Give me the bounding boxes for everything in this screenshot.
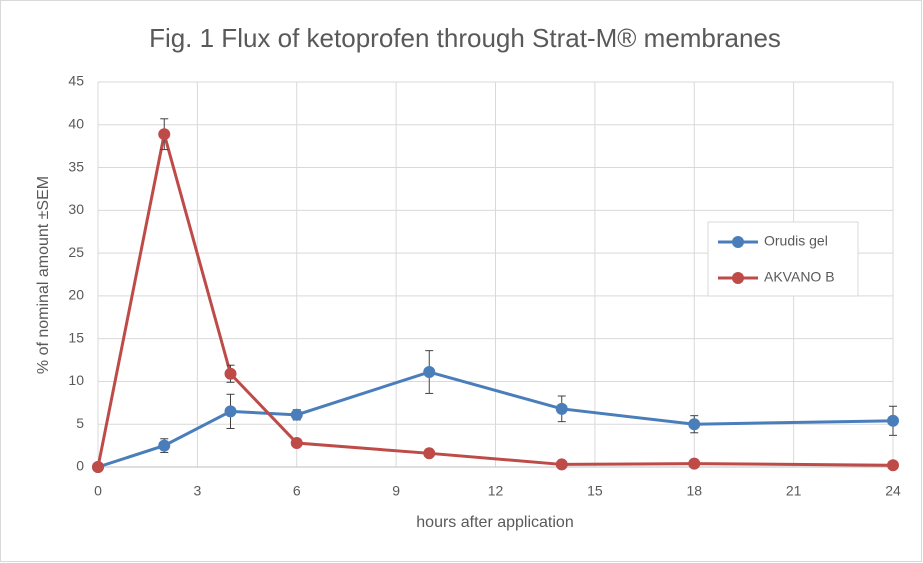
y-tick-label: 30 [68,201,84,217]
x-tick-label: 18 [686,483,702,499]
legend-marker [732,236,744,248]
y-tick-label: 35 [68,158,84,174]
y-tick-label: 45 [68,73,84,89]
x-tick-label: 6 [293,483,301,499]
data-point [290,437,303,450]
data-point [887,414,899,427]
data-point [887,459,899,472]
x-tick-label: 3 [193,483,201,499]
x-tick-label: 0 [94,483,102,499]
y-tick-label: 40 [68,115,84,131]
data-point [423,447,436,460]
series-line [97,370,894,469]
data-point [423,366,436,379]
data-point [555,458,568,471]
x-axis-label: hours after application [416,514,573,531]
legend-marker [732,272,744,284]
series-line [96,133,894,468]
data-point [224,405,237,418]
y-tick-label: 25 [68,244,84,260]
legend-label: AKVANO B [764,269,835,285]
legend-box [707,221,859,297]
y-axis-label: % of nominal amount ±SEM [35,176,52,374]
data-point [688,457,701,470]
y-tick-label: 0 [76,458,84,474]
x-tick-label: 24 [885,483,901,499]
data-point [158,128,171,141]
x-tick-label: 15 [587,483,603,499]
y-tick-label: 5 [76,415,84,431]
data-point [158,439,171,452]
x-tick-label: 12 [488,483,504,499]
data-point [224,367,237,380]
y-tick-label: 20 [68,287,84,303]
x-tick-label: 9 [392,483,400,499]
y-tick-label: 15 [68,329,84,345]
chart-title: Fig. 1 Flux of ketoprofen through Strat-… [149,23,781,53]
data-point [555,402,568,415]
data-point [688,418,701,431]
data-point [290,408,303,421]
legend-label: Orudis gel [764,233,828,249]
data-point [92,461,104,473]
x-tick-label: 21 [786,483,802,499]
y-tick-label: 10 [68,372,84,388]
